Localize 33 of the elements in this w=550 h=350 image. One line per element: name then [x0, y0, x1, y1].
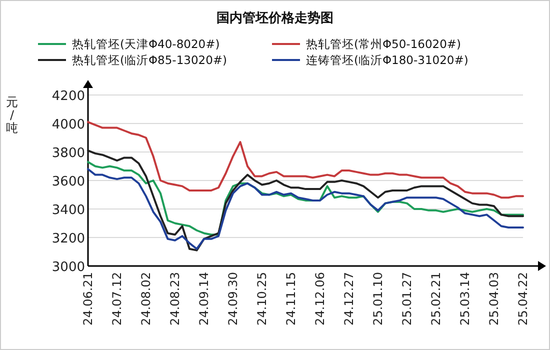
x-tick-label: 25.03.14 — [458, 272, 472, 326]
legend-label: 连铸管坯(临沂Φ180-31020#) — [306, 53, 468, 67]
x-tick-label: 25.04.22 — [516, 272, 530, 326]
line-series — [87, 160, 524, 236]
line-series — [87, 168, 524, 250]
line-series — [87, 121, 524, 199]
x-tick-label: 25.01.10 — [371, 272, 385, 326]
legend-label: 热轧管坯(常州Φ50-16020#) — [306, 37, 462, 51]
x-tick-label: 24.06.21 — [81, 272, 95, 326]
x-tick-label: 24.08.02 — [139, 272, 153, 326]
x-tick-label: 25.02.21 — [429, 272, 443, 326]
y-tick-label: 4200 — [52, 89, 85, 104]
x-tick-label: 24.09.14 — [197, 272, 211, 326]
x-tick-label: 25.04.03 — [487, 272, 501, 326]
x-tick-label: 24.11.15 — [284, 272, 298, 326]
y-tick-label: 3200 — [52, 232, 85, 246]
y-tick-label: 3400 — [52, 203, 85, 218]
y-tick-label: 4000 — [52, 118, 85, 132]
y-tick-label: 3600 — [52, 174, 85, 190]
x-tick-label: 24.07.12 — [110, 272, 124, 326]
line-series — [87, 150, 524, 252]
x-tick-label: 24.08.23 — [168, 272, 182, 326]
x-tick-label: 24.10.25 — [255, 272, 269, 326]
y-tick-label: 3800 — [52, 146, 85, 161]
x-tick-label: 24.12.27 — [342, 272, 356, 326]
x-tick-label: 25.01.27 — [400, 272, 414, 326]
chart-title: 国内管坯价格走势图 — [216, 10, 334, 26]
x-tick-label: 24.12.06 — [313, 272, 327, 326]
x-tick-label: 24.09.30 — [226, 272, 240, 326]
y-axis-title: 元/吨 — [6, 95, 18, 135]
legend-label: 热轧管坯(临沂Φ85-13020#) — [72, 53, 228, 67]
legend-label: 热轧管坯(天津Φ40-8020#) — [72, 37, 220, 51]
y-tick-label: 3000 — [52, 260, 85, 275]
